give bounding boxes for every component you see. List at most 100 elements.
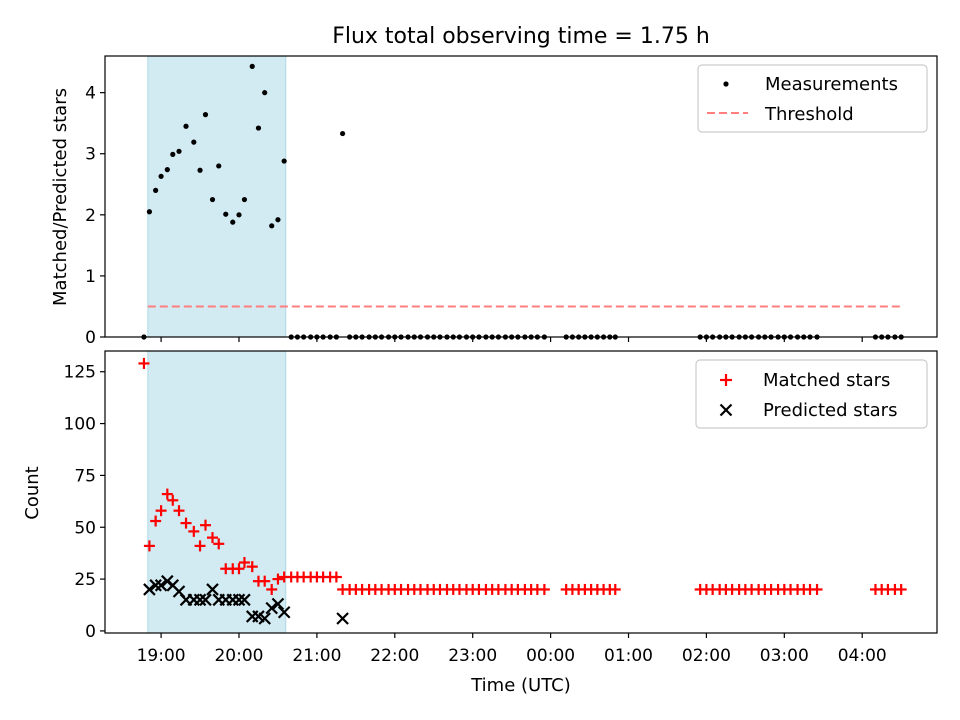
matched-star-marker [167,494,179,506]
top-panel: 0 1 2 3 4 Matched/Predicted stars Measuremen… [50,55,938,348]
matched-star-marker [246,561,258,573]
x-tick-label: 02:00 [682,646,731,666]
matched-star-marker [238,557,250,568]
top-y-axis-label: Matched/Predicted stars [50,88,71,306]
predicted-star-marker [277,605,291,619]
matched-star-marker [233,563,245,575]
x-tick-label: 20:00 [214,646,263,666]
measurement-point [236,212,242,218]
matched-star-marker [811,583,823,595]
matched-star-marker [259,575,271,587]
y-tick-label: 100 [64,415,96,435]
predicted-star-marker [193,593,207,607]
measurement-point [241,196,248,203]
measurement-point [183,123,189,129]
y-tick-label: 2 [85,206,96,226]
predicted-star-marker [199,593,212,607]
matched-star-marker [199,519,211,531]
measurement-point [281,158,287,164]
predicted-star-marker [154,579,168,592]
matched-star-marker [161,488,173,500]
measurement-point [340,130,346,137]
predicted-star-marker [238,593,251,607]
measurement-point [216,163,222,169]
predicted-star-marker [149,579,162,592]
y-tick-label: 125 [64,363,96,383]
top-y-ticks: 0 1 2 3 4 [85,84,105,348]
count-points [138,357,907,625]
y-tick-label: 25 [74,570,96,590]
measurement-point [209,196,216,203]
measurement-point [164,167,170,173]
matched-star-marker [895,583,907,595]
x-tick-label: 22:00 [370,646,419,666]
matched-star-marker [207,532,219,544]
matched-star-marker [266,583,278,595]
predicted-star-marker [232,593,246,607]
predicted-star-marker [258,612,271,625]
x-tick-label: 21:00 [292,646,341,666]
matched-star-marker [173,505,185,517]
bottom-y-ticks: 0 25 50 75 100 125 [64,363,105,642]
measurement-point [146,209,153,215]
legend-matched-label: Matched stars [763,370,890,391]
measurement-point [269,223,275,229]
bottom-x-axis-label: Time (UTC) [470,675,571,696]
predicted-star-marker [206,583,219,596]
bottom-x-ticks: 19:00 20:00 21:00 22:00 23:00 00:00 01:00 02:00… [137,633,887,666]
matched-star-marker [272,573,284,585]
y-tick-label: 75 [74,466,96,486]
y-tick-label: 4 [85,84,96,104]
bottom-legend: Matched stars Predicted stars [695,359,928,429]
x-tick-label: 19:00 [137,646,186,666]
matched-star-marker [213,538,225,550]
y-tick-label: 1 [85,267,96,287]
matched-star-marker [155,505,167,517]
legend-predicted-marker [719,403,733,417]
measurement-point [262,90,268,96]
predicted-star-marker [265,601,278,615]
legend-predicted-label: Predicted stars [763,400,897,421]
matched-star-marker [150,515,162,527]
measurement-point [249,63,255,69]
measurement-point [153,187,159,193]
measurement-point [275,217,281,223]
legend-measurements-label: Measurements [765,74,898,95]
y-tick-label: 3 [85,145,96,165]
measurement-point [170,151,176,157]
y-tick-label: 0 [85,328,96,348]
x-tick-label: 00:00 [526,646,575,666]
legend-measurements-marker [723,81,729,87]
measurement-point [158,173,164,179]
bottom-y-axis-label: Count [22,466,43,519]
matched-star-marker [188,525,200,537]
x-tick-label: 01:00 [604,646,653,666]
y-tick-label: 50 [74,518,96,538]
x-tick-label: 23:00 [448,646,497,666]
measurement-point [230,219,236,225]
matched-star-marker [538,583,550,595]
predicted-star-marker [271,597,285,611]
matched-star-marker [194,540,206,552]
top-x-ticks [160,337,863,342]
top-shaded-region [147,55,287,338]
top-legend: Measurements Threshold [697,64,928,133]
measurement-point [202,112,209,118]
legend-matched-marker [720,374,732,386]
measurement-point [197,167,203,173]
matched-star-marker [180,517,192,529]
matched-star-marker [330,571,342,583]
predicted-star-marker [336,612,349,625]
predicted-star-marker [143,583,156,596]
matched-star-marker [138,357,150,369]
bottom-axes-frame [104,350,938,634]
legend-threshold-label: Threshold [764,104,854,125]
measurement-point [191,139,197,145]
top-axes-frame [104,55,938,338]
chart-title: Flux total observing time = 1.75 h [332,24,710,49]
measurement-point [223,211,229,217]
bottom-panel: 0 25 50 75 100 125 19:00 20:00 21:00 22:00 23:00 0… [22,350,938,696]
y-tick-label: 0 [85,622,96,642]
matched-star-marker [609,583,621,595]
